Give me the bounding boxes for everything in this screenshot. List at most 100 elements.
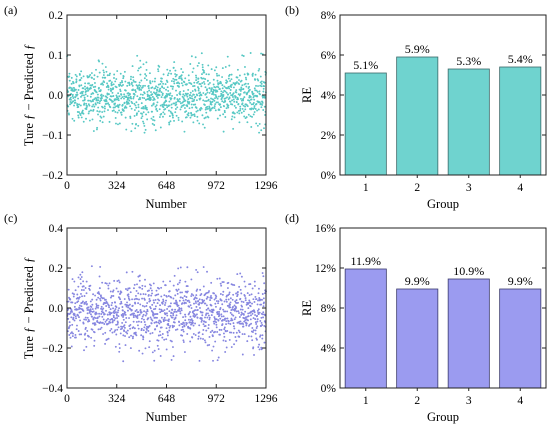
panel-c-point — [82, 300, 84, 303]
panel-c-point — [187, 299, 190, 302]
panel-a-point — [193, 81, 196, 84]
panel-a-point — [199, 109, 202, 112]
panel-c-point — [135, 320, 138, 323]
panel-c-point — [198, 359, 201, 362]
panel-a-point — [181, 78, 183, 81]
panel-a-point — [129, 95, 132, 98]
panel-c-point — [260, 346, 263, 349]
panel-c-point — [117, 315, 120, 318]
panel-a-point — [102, 94, 105, 97]
panel-a-point — [205, 100, 208, 103]
panel-c-point — [154, 305, 157, 308]
panel-c-xtick-label: 0 — [64, 393, 70, 405]
panel-c-point — [219, 306, 222, 309]
panel-a-point — [133, 102, 136, 105]
panel-a-point — [216, 117, 219, 120]
panel-c-point — [102, 311, 105, 314]
panel-a-point — [174, 73, 177, 75]
panel-a-point — [196, 109, 199, 112]
panel-a-point — [126, 84, 129, 87]
panel-a-point — [116, 70, 119, 73]
panel-c-point — [131, 304, 134, 307]
panel-a-point — [99, 100, 101, 103]
panel-c-point — [152, 299, 155, 302]
panel-c-point — [254, 318, 257, 321]
panel-c-point — [177, 304, 180, 307]
panel-a-point — [210, 103, 213, 106]
panel-a-point — [168, 115, 171, 118]
panel-c-point — [122, 360, 125, 363]
panel-a-point — [228, 87, 231, 90]
panel-c-point — [135, 289, 138, 292]
panel-a-point — [249, 52, 252, 54]
panel-a-point — [160, 80, 163, 83]
panel-c-point — [132, 335, 134, 338]
panel-a-point — [260, 80, 263, 83]
panel-c-point — [256, 320, 259, 323]
panel-a-point — [151, 122, 154, 125]
panel-c-point — [242, 325, 245, 328]
panel-c-point — [189, 315, 192, 318]
panel-a-point — [179, 108, 182, 111]
panel-c-point — [151, 303, 154, 306]
panel-c-point — [215, 326, 218, 329]
panel-c-point — [105, 305, 108, 307]
panel-c-point — [165, 299, 167, 302]
panel-a-point — [98, 102, 101, 105]
panel-c-point — [252, 346, 255, 349]
panel-c-point — [122, 318, 125, 321]
panel-a-point — [110, 90, 113, 92]
panel-a-point — [130, 83, 133, 85]
panel-a-point — [256, 90, 259, 93]
panel-a-point — [260, 129, 263, 132]
panel-a-point — [133, 80, 136, 83]
panel-c-point — [143, 298, 146, 301]
panel-a-point — [144, 104, 147, 107]
panel-c-point — [247, 319, 249, 322]
panel-c-point — [188, 301, 191, 304]
panel-a-point — [166, 68, 169, 71]
panel-c-point — [257, 299, 259, 302]
panel-c-point — [156, 313, 159, 315]
panel-a-point — [191, 113, 194, 116]
panel-c-point — [143, 326, 146, 329]
panel-c-point — [174, 316, 177, 319]
panel-a-point — [140, 117, 143, 120]
panel-a-point — [222, 93, 225, 96]
panel-a-point — [197, 87, 200, 90]
panel-c-point — [111, 301, 114, 304]
panel-c-ytick-label: −0.4 — [42, 383, 63, 395]
panel-a-point — [258, 68, 261, 70]
panel-c-point — [111, 320, 114, 323]
panel-a-point — [159, 87, 162, 90]
panel-c-point — [234, 308, 237, 311]
panel-c-point — [192, 294, 195, 297]
panel-a-point — [211, 106, 214, 109]
panel-a-point — [154, 105, 157, 108]
panel-a-point — [256, 95, 259, 98]
panel-a-point — [200, 107, 203, 110]
panel-a-point — [88, 119, 91, 122]
panel-a-point — [109, 106, 112, 109]
panel-a-point — [108, 120, 111, 123]
panel-a-point — [149, 80, 152, 83]
panel-c-point — [95, 306, 98, 308]
panel-a-point — [263, 85, 266, 88]
panel-a-point — [93, 98, 96, 101]
panel-d-bar-value-label: 9.9% — [405, 274, 430, 288]
panel-a-point — [154, 129, 157, 132]
panel-c-point — [189, 340, 192, 343]
panel-a-point — [257, 85, 259, 88]
panel-c-point — [201, 311, 204, 314]
panel-a-point — [211, 100, 214, 103]
panel-a-point — [86, 87, 89, 90]
panel-a-point — [95, 68, 97, 71]
panel-a-point — [180, 106, 183, 109]
panel-c-point — [195, 305, 198, 308]
panel-a-point — [73, 119, 76, 122]
panel-c-point — [136, 314, 139, 317]
panel-c-point — [204, 341, 207, 344]
panel-c-point — [98, 287, 101, 290]
panel-c-point — [160, 310, 163, 313]
panel-c-point — [162, 300, 165, 303]
